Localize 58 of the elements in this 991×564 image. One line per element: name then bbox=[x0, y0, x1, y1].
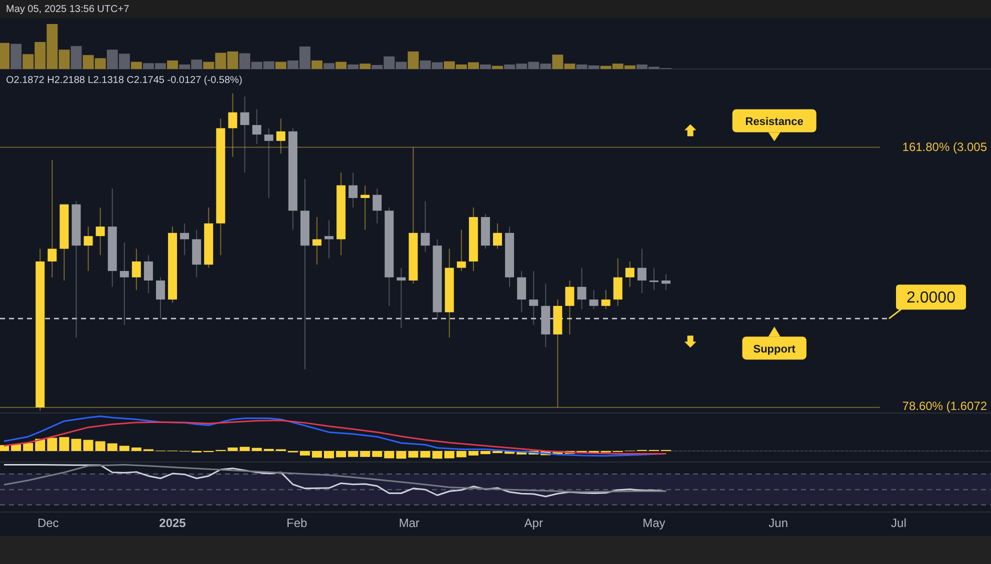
annotation: 161.80% (3.005 bbox=[902, 140, 988, 154]
bar bbox=[252, 448, 262, 451]
x-tick-label: May bbox=[642, 516, 666, 530]
annotation: Resistance bbox=[745, 116, 804, 128]
bar bbox=[444, 451, 454, 458]
bar bbox=[167, 60, 178, 69]
annotation: 2.0000 bbox=[906, 290, 956, 307]
x-tick-label: Apr bbox=[524, 516, 543, 530]
bar bbox=[360, 451, 370, 457]
x-tick-label: 2025 bbox=[159, 516, 186, 530]
x-tick-label: Dec bbox=[37, 516, 59, 530]
bar bbox=[10, 44, 22, 69]
x-tick-label: Jun bbox=[768, 516, 788, 530]
bar bbox=[130, 62, 142, 69]
bar bbox=[336, 451, 346, 458]
bar bbox=[408, 51, 419, 69]
bar bbox=[119, 446, 130, 451]
bar bbox=[70, 46, 82, 69]
bar bbox=[300, 451, 310, 456]
annotation: 78.60% (1.6072 bbox=[902, 399, 988, 413]
bar bbox=[384, 451, 394, 458]
bar bbox=[323, 63, 334, 69]
bar bbox=[468, 451, 478, 456]
bar bbox=[0, 42, 10, 69]
text: May 05, 2025 13:56 UTC+7 bbox=[6, 4, 130, 15]
bar bbox=[107, 443, 118, 451]
bar bbox=[348, 451, 358, 457]
bar bbox=[372, 451, 382, 457]
bar bbox=[228, 448, 238, 451]
bar bbox=[240, 446, 250, 451]
bar bbox=[47, 438, 58, 451]
bar bbox=[408, 451, 418, 458]
bar bbox=[11, 444, 22, 451]
bar bbox=[275, 62, 286, 69]
annotation: Support bbox=[753, 344, 796, 356]
x-tick-label: Jul bbox=[891, 516, 906, 530]
bar bbox=[95, 441, 106, 451]
bar bbox=[456, 451, 466, 458]
text: O2.1872 H2.2188 L2.1318 C2.1745 -0.0127 (-0.58%) bbox=[6, 75, 242, 86]
bar bbox=[480, 64, 491, 69]
bar bbox=[312, 451, 322, 458]
bar bbox=[336, 62, 347, 69]
bar bbox=[348, 64, 359, 69]
bar bbox=[59, 437, 70, 451]
x-tick-label: Mar bbox=[398, 516, 420, 530]
bar bbox=[83, 440, 94, 451]
bar bbox=[420, 451, 430, 458]
bar bbox=[396, 451, 406, 459]
bar bbox=[492, 66, 504, 69]
bar bbox=[360, 64, 371, 69]
bar bbox=[71, 438, 82, 451]
bar bbox=[131, 448, 142, 451]
bar bbox=[480, 451, 490, 454]
bar bbox=[324, 451, 334, 458]
bar bbox=[23, 442, 34, 451]
x-tick-label: Feb bbox=[286, 516, 308, 530]
bar bbox=[432, 451, 442, 459]
bar bbox=[311, 60, 322, 69]
